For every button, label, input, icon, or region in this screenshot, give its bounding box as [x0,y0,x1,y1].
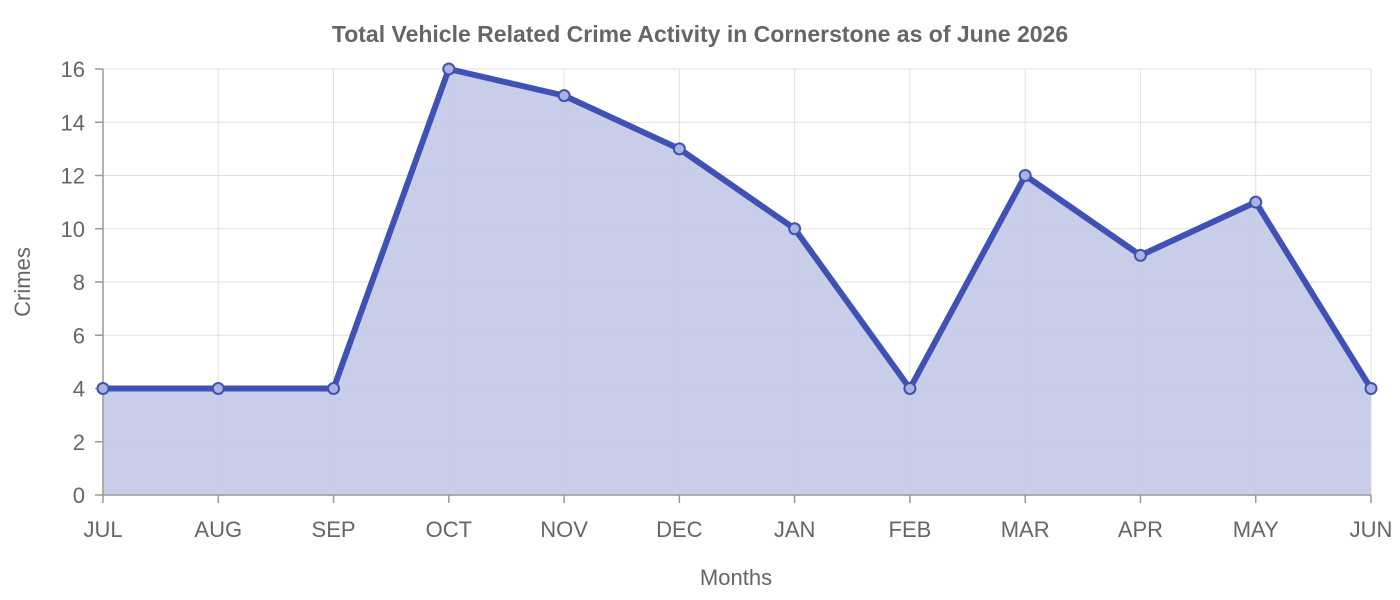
y-tick-label: 2 [73,430,85,455]
series-line [100,66,1374,392]
y-tick-label: 12 [61,164,85,189]
y-tick-label: 10 [61,217,85,242]
data-point [1249,195,1263,209]
x-tick-label: MAR [1001,517,1050,542]
y-tick-label: 8 [73,270,85,295]
data-point [442,62,456,76]
y-tick-label: 6 [73,323,85,348]
data-point [96,382,110,395]
x-tick-label: SEP [312,517,356,542]
x-tick-label: MAY [1233,517,1279,542]
x-tick-label: JUN [1350,517,1393,542]
data-point [672,142,686,156]
data-point [903,382,917,395]
points-layer [96,62,1378,395]
data-point [557,89,571,103]
x-axis-label: Months [700,565,772,590]
y-tick-label: 14 [61,110,85,135]
chart-title: Total Vehicle Related Crime Activity in … [332,21,1068,47]
data-point [1364,382,1378,395]
data-point [1133,248,1147,262]
x-tick-label: JAN [774,517,816,542]
x-tick-label: AUG [194,517,242,542]
data-point [788,222,802,236]
x-tick-label: NOV [540,517,588,542]
data-point [327,382,341,395]
x-tick-label: APR [1118,517,1163,542]
tick-labels: 0 2 4 6 8 10 12 14 16 JUL AUG SEP OCT NOV DEC JAN FEB MAR… [61,57,1393,542]
y-tick-label: 4 [73,377,85,402]
area-layer [103,69,1371,495]
line-layer [100,66,1374,392]
y-tick-label: 16 [61,57,85,82]
x-tick-label: OCT [426,517,472,542]
data-point [1018,169,1032,182]
series-area-fill [103,69,1371,495]
x-tick-label: DEC [656,517,703,542]
axes [95,68,1372,503]
y-axis-label: Crimes [10,247,35,317]
y-tick-label: 0 [73,483,85,508]
x-tick-label: FEB [889,517,932,542]
data-point [211,382,225,395]
x-tick-label: JUL [83,517,122,542]
